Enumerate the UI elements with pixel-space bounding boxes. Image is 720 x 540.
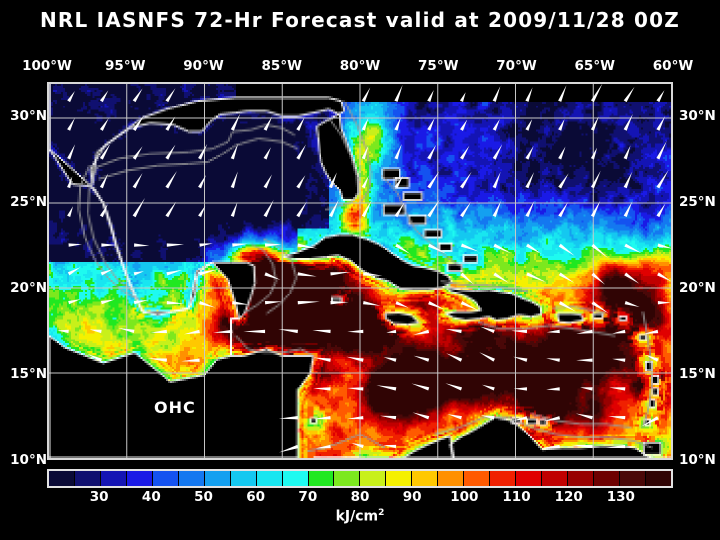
colorbar-unit-exponent: 2 <box>378 508 385 518</box>
lon-tick--100: 100°W <box>22 58 72 74</box>
colorbar[interactable] <box>47 469 673 488</box>
ohc-map-panel[interactable]: OHC <box>47 82 673 460</box>
colorbar-swatch-6 <box>204 471 231 486</box>
map-canvas-wrap <box>49 84 671 458</box>
lat-tick-right-30: 30°N <box>679 108 716 125</box>
lat-tick-right-20: 20°N <box>679 280 716 297</box>
colorbar-swatch-5 <box>178 471 205 486</box>
colorbar-swatch-8 <box>256 471 283 486</box>
colorbar-swatch-11 <box>334 471 361 486</box>
lat-tick-left-30: 30°N <box>10 108 47 125</box>
lat-tick-left-25: 25°N <box>10 194 47 211</box>
colorbar-swatch-23 <box>645 471 671 486</box>
lon-tick--90: 90°W <box>183 58 224 74</box>
colorbar-tick-40: 40 <box>141 489 161 505</box>
colorbar-unit-label: kJ/cm2 <box>0 508 720 525</box>
colorbar-swatch-19 <box>542 471 569 486</box>
colorbar-swatch-14 <box>412 471 439 486</box>
colorbar-swatch-4 <box>152 471 179 486</box>
colorbar-swatch-16 <box>464 471 491 486</box>
lat-tick-right-10: 10°N <box>679 452 716 468</box>
lon-tick--65: 65°W <box>574 58 615 74</box>
lon-tick--60: 60°W <box>652 58 694 74</box>
colorbar-tick-110: 110 <box>502 489 531 505</box>
colorbar-swatch-1 <box>74 471 101 486</box>
colorbar-swatch-17 <box>490 471 517 486</box>
lon-tick--95: 95°W <box>105 58 146 74</box>
colorbar-unit-text: kJ/cm <box>335 508 379 525</box>
lat-tick-left-15: 15°N <box>10 366 47 383</box>
colorbar-tick-120: 120 <box>554 489 583 505</box>
wind-vector-overlay <box>57 84 671 453</box>
colorbar-tick-60: 60 <box>246 489 266 505</box>
figure-title: NRL IASNFS 72-Hr Forecast valid at 2009/… <box>39 8 680 32</box>
colorbar-tick-30: 30 <box>89 489 109 505</box>
field-label: OHC <box>154 398 196 417</box>
lon-tick--75: 75°W <box>418 58 459 74</box>
colorbar-swatch-2 <box>100 471 127 486</box>
colorbar-tick-130: 130 <box>606 489 635 505</box>
colorbar-swatch-15 <box>438 471 465 486</box>
colorbar-tick-90: 90 <box>402 489 422 505</box>
lon-tick--70: 70°W <box>496 58 537 74</box>
colorbar-swatch-21 <box>594 471 620 486</box>
colorbar-swatch-3 <box>126 471 153 486</box>
colorbar-swatch-13 <box>386 471 413 486</box>
colorbar-swatch-22 <box>619 471 646 486</box>
colorbar-tick-100: 100 <box>450 489 479 505</box>
lat-lon-gridlines <box>49 84 671 458</box>
colorbar-swatch-10 <box>308 471 335 486</box>
colorbar-tick-50: 50 <box>194 489 213 505</box>
colorbar-tick-80: 80 <box>350 489 370 505</box>
colorbar-swatch-0 <box>49 471 75 486</box>
colorbar-swatch-9 <box>282 471 309 486</box>
lat-tick-left-10: 10°N <box>10 452 47 468</box>
colorbar-swatch-7 <box>230 471 257 486</box>
colorbar-swatch-18 <box>516 471 543 486</box>
lat-tick-right-25: 25°N <box>679 194 716 211</box>
lon-tick--85: 85°W <box>261 58 302 74</box>
colorbar-swatch-12 <box>360 471 387 486</box>
colorbar-tick-70: 70 <box>298 489 318 505</box>
lon-tick--80: 80°W <box>339 58 381 74</box>
lat-tick-left-20: 20°N <box>10 280 47 297</box>
colorbar-swatch-20 <box>568 471 595 486</box>
lat-tick-right-15: 15°N <box>679 366 716 383</box>
